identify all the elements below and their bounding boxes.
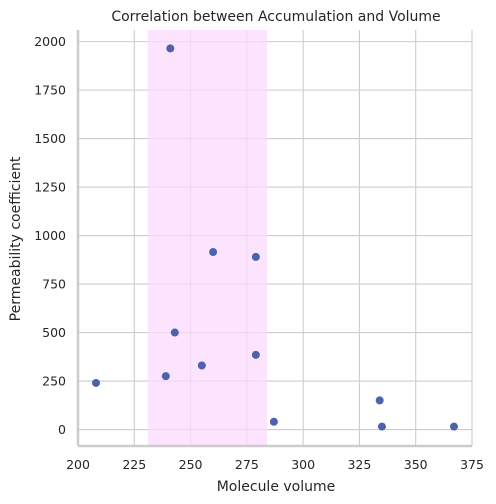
y-tick-label-5: 1250 xyxy=(34,180,66,195)
x-tick-label-5: 325 xyxy=(347,457,371,472)
data-point-6 xyxy=(251,252,260,261)
x-tick-label-7: 375 xyxy=(460,457,484,472)
y-tick-label-3: 750 xyxy=(42,277,66,292)
y-tick-label-7: 1750 xyxy=(34,83,66,98)
x-tick-label-3: 275 xyxy=(235,457,259,472)
data-point-10 xyxy=(377,422,386,431)
y-axis-label: Permeability coefficient xyxy=(8,156,24,321)
x-tick-label-6: 350 xyxy=(404,457,428,472)
y-tick-label-4: 1000 xyxy=(34,228,66,243)
x-tick-label-1: 225 xyxy=(122,457,146,472)
data-point-2 xyxy=(166,44,175,53)
data-point-8 xyxy=(269,417,278,426)
highlight-band xyxy=(147,30,268,446)
data-point-3 xyxy=(170,328,179,337)
x-tick-label-2: 250 xyxy=(179,457,203,472)
data-point-9 xyxy=(375,396,384,405)
plot-area: 200 225 250 275 300 325 350 375 0 250 500 750 1000 12… xyxy=(34,30,484,472)
y-tick-label-6: 1500 xyxy=(34,131,66,146)
data-point-11 xyxy=(449,422,458,431)
chart-title: Correlation between Accumulation and Vol… xyxy=(111,9,440,25)
y-tick-label-0: 0 xyxy=(58,422,66,437)
data-point-1 xyxy=(161,372,170,381)
x-axis-label: Molecule volume xyxy=(217,479,336,495)
data-point-0 xyxy=(92,378,101,387)
y-tick-label-1: 250 xyxy=(42,374,66,389)
data-point-5 xyxy=(209,248,218,257)
y-tick-label-2: 500 xyxy=(42,325,66,340)
x-tick-label-0: 200 xyxy=(66,457,90,472)
data-point-4 xyxy=(197,361,206,370)
y-tick-label-8: 2000 xyxy=(34,34,66,49)
x-tick-label-4: 300 xyxy=(291,457,315,472)
data-point-7 xyxy=(251,350,260,359)
